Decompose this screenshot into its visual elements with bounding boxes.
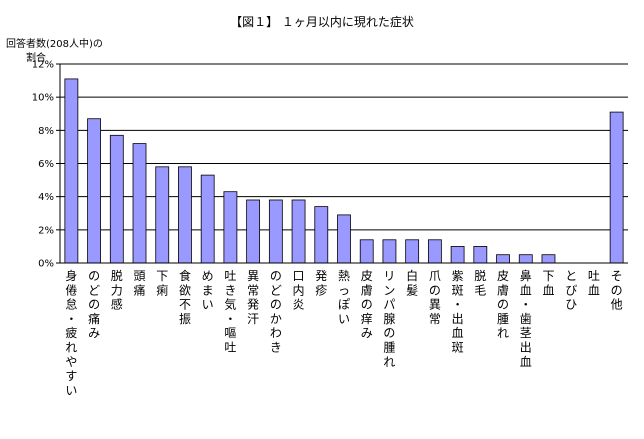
category-label: とびひ: [565, 269, 577, 312]
category-label: 熱っぽい: [338, 269, 350, 326]
bars: [64, 78, 624, 264]
category-label: 紫斑・出血斑: [452, 269, 464, 355]
category-labels: 身倦怠・疲れやすいのどの痛み脱力感頭痛下痢食欲不振めまい吐き気・嘔吐異常発汗のど…: [65, 268, 622, 397]
bar: [473, 246, 488, 264]
category-label: 食欲不振: [179, 268, 191, 326]
bar: [337, 214, 351, 264]
category-label: その他: [611, 269, 623, 312]
category-label: 異常発汗: [247, 269, 259, 326]
category-label: 皮膚の痒み: [361, 269, 373, 340]
y-axis-label-line1: 回答者数(208人中)の: [6, 37, 103, 50]
bar: [518, 254, 533, 264]
category-label: 頭痛: [134, 269, 146, 297]
category-label: 発疹: [315, 269, 327, 297]
category-label: 下痢: [156, 269, 168, 297]
bar: [496, 254, 510, 264]
category-label: 白髪: [406, 268, 418, 297]
bar: [541, 254, 556, 264]
category-label: 鼻血・歯茎出血: [520, 268, 532, 369]
y-tick-label: 8%: [38, 126, 54, 137]
category-label: のどのかわき: [270, 269, 282, 355]
y-tick-label: 2%: [38, 225, 54, 236]
bar: [87, 118, 101, 264]
axes: [59, 64, 628, 264]
category-label: めまい: [202, 269, 214, 312]
bar: [405, 239, 420, 264]
category-label: リンパ腺の腫れ: [383, 269, 395, 369]
y-tick-label: 0%: [38, 259, 54, 270]
bar: [64, 78, 79, 264]
bar: [155, 166, 170, 264]
bar: [291, 199, 306, 264]
chart-title: 【図１】 １ヶ月以内に現れた症状: [230, 14, 414, 29]
category-label: 下血: [542, 269, 554, 297]
bar: [178, 166, 192, 264]
bar: [246, 199, 261, 264]
category-label: 脱毛: [474, 268, 486, 297]
y-axis-ticks: 0% 2% 4% 6% 8% 10% 12%: [32, 60, 60, 270]
y-axis-label-line2: 割合: [26, 51, 46, 64]
category-label: 脱力感: [111, 268, 123, 312]
bar: [200, 174, 215, 264]
bar: [427, 239, 442, 264]
bar: [450, 246, 465, 264]
y-tick-label: 4%: [38, 192, 54, 203]
bar: [109, 134, 124, 264]
bar: [268, 199, 283, 264]
category-label: 吐き気・嘔吐: [224, 269, 236, 355]
category-label: 身倦怠・疲れやすい: [65, 268, 77, 397]
bar: [359, 239, 374, 264]
bar: [223, 191, 238, 264]
y-tick-label: 6%: [38, 159, 54, 170]
bar: [609, 111, 624, 264]
category-label: 吐血: [588, 269, 600, 297]
bar: [314, 206, 329, 264]
y-tick-label: 10%: [32, 93, 54, 104]
category-label: のどの痛み: [88, 269, 100, 340]
bar: [132, 143, 147, 264]
category-label: 口内炎: [293, 269, 305, 312]
category-label: 皮膚の腫れ: [497, 269, 509, 340]
category-label: 爪の異常: [429, 269, 441, 326]
bar: [382, 239, 397, 264]
y-tick-label: 12%: [32, 60, 54, 71]
